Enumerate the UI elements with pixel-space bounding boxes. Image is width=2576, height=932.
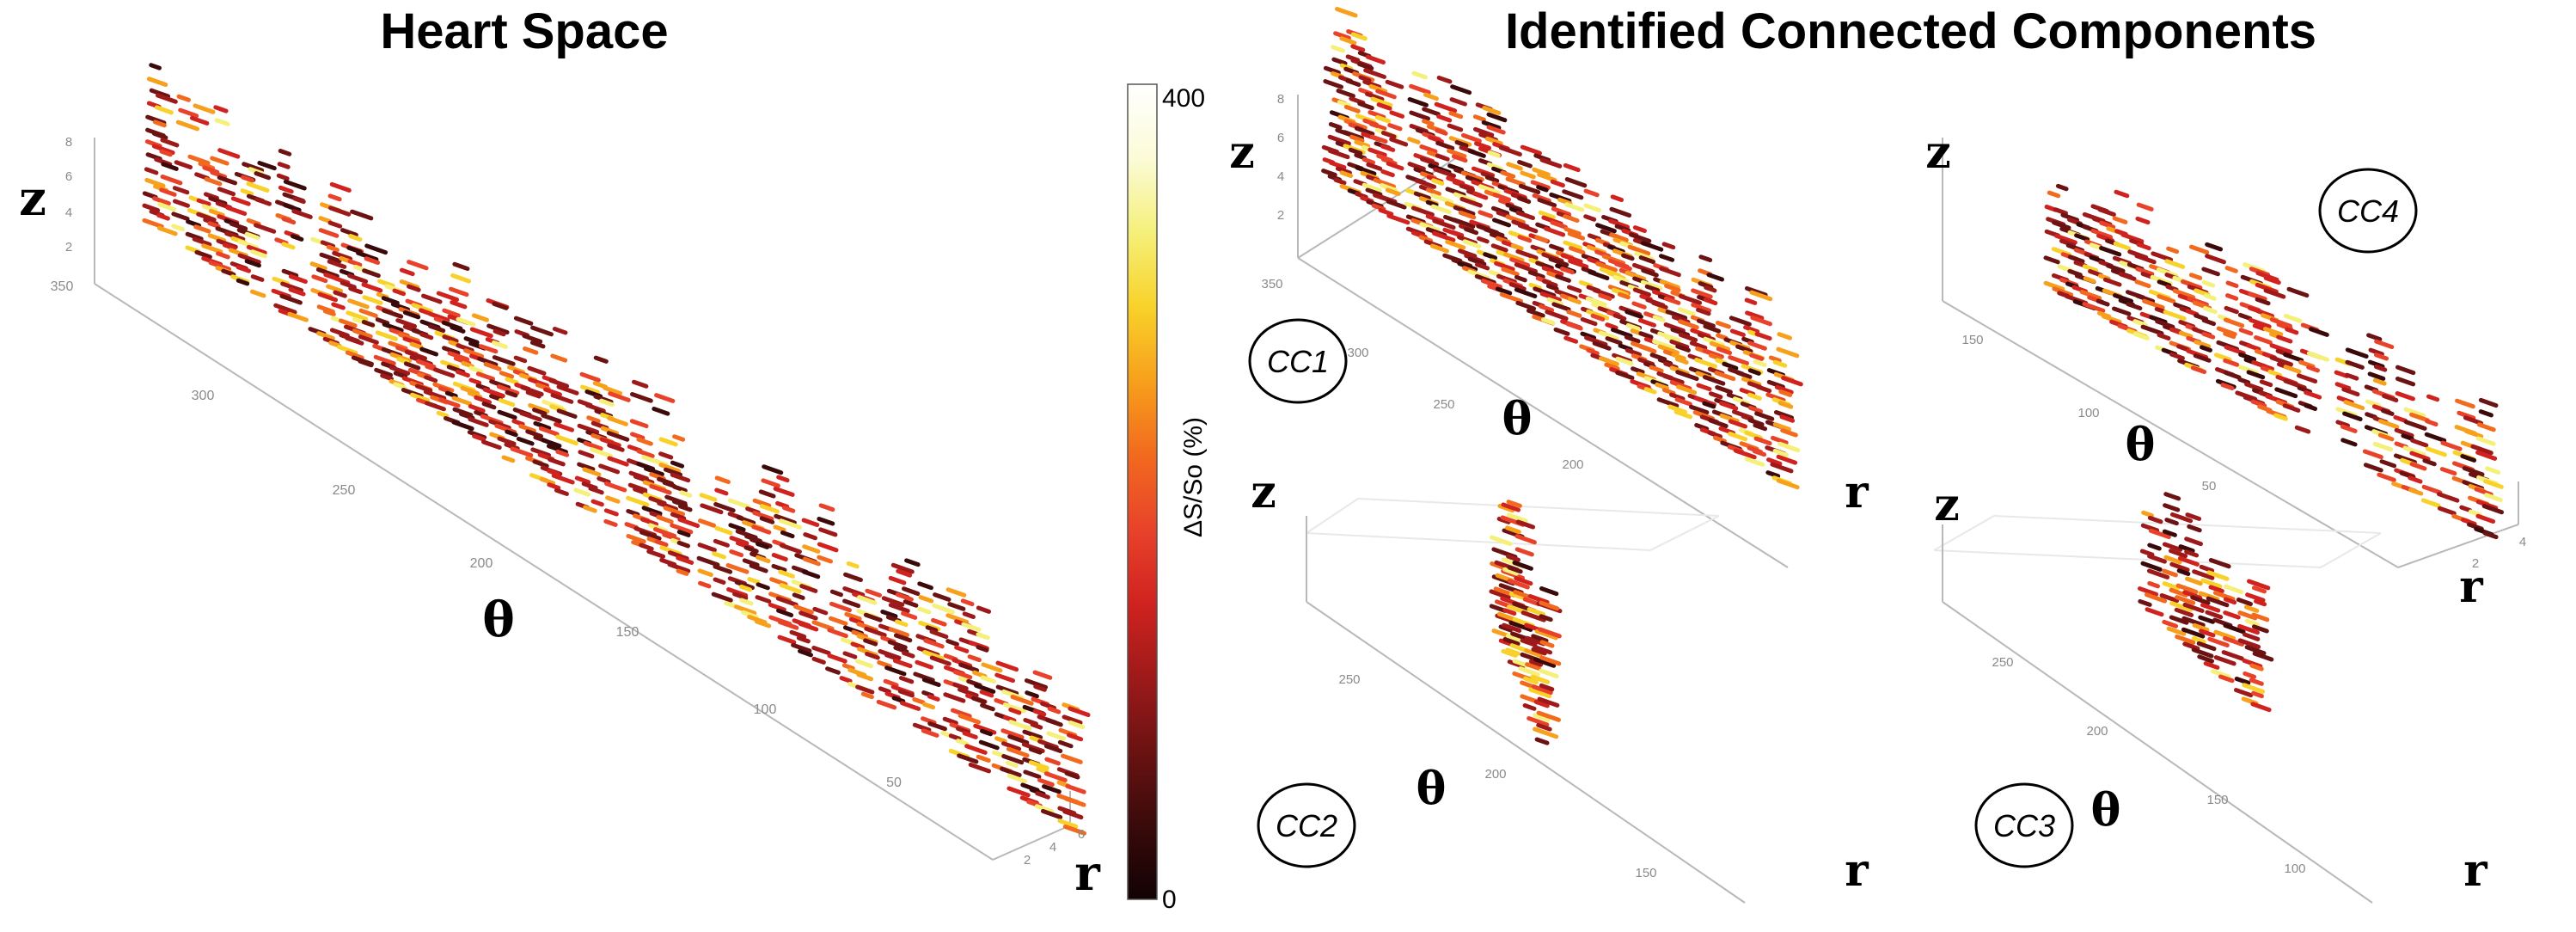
cc1-theta-tick-1: 300 <box>1347 346 1368 360</box>
cc4-voxels <box>2043 183 2505 540</box>
cc1-z-tick-0: 8 <box>1277 92 1284 107</box>
cc4-badge <box>2318 168 2418 254</box>
cc4-r-tick-0: 4 <box>2519 535 2526 549</box>
cc2-r-axis-label: r <box>1845 844 1869 897</box>
cc1-z-tick-3: 2 <box>1277 208 1284 223</box>
heart-space-theta-tick-3: 200 <box>470 556 493 571</box>
cc3-voxels <box>2137 492 2274 713</box>
heart-space-theta-tick-0: 350 <box>51 279 74 294</box>
cc2-theta-tick-2: 150 <box>1635 866 1656 880</box>
cc3-grid <box>1933 515 2382 568</box>
cc4-z-axis-label: z <box>1925 126 1951 179</box>
heart-space-z-axis-label: z <box>19 170 46 227</box>
heart-space-theta-axis-label: θ <box>482 592 514 648</box>
heart-space-z-tick-1: 6 <box>65 169 72 184</box>
cc3-theta-axis-label: θ <box>2091 784 2121 837</box>
cc2-voxels <box>1489 500 1563 745</box>
cc4-r-tick-1: 2 <box>2472 556 2479 571</box>
cc3-theta-tick-0: 250 <box>1992 655 2013 670</box>
cc1-z-tick-1: 6 <box>1277 131 1284 145</box>
colorbar-max-label: 400 <box>1162 84 1205 113</box>
heart-space-axes <box>94 138 1071 861</box>
cc1-plot: 350 300 250 200 8 6 4 2 z θ r CC1 <box>1229 6 1869 568</box>
cc1-theta-tick-3: 200 <box>1562 457 1583 472</box>
heart-space-voxels <box>142 63 1091 836</box>
title-connected-components: Identified Connected Components <box>1505 3 2316 59</box>
heart-space-theta-tick-6: 50 <box>886 776 902 790</box>
cc2-grid <box>1306 498 1720 551</box>
cc1-z-axis-label: z <box>1229 126 1255 179</box>
cc1-z-tick-2: 4 <box>1277 169 1284 184</box>
cc2-badge <box>1257 782 1356 868</box>
cc4-theta-tick-2: 50 <box>2202 479 2217 494</box>
colorbar: 400 0 ΔS/So (%) <box>1127 83 1208 914</box>
cc1-badge-label: CC1 <box>1267 344 1329 379</box>
heart-space-r-axis-label: r <box>1074 845 1101 902</box>
cc3-axes <box>1942 524 2373 904</box>
cc4-plot: 150 100 50 4 2 z θ r CC4 <box>1925 126 2526 613</box>
cc3-theta-tick-1: 200 <box>2086 724 2108 739</box>
cc2-axes <box>1306 516 1746 904</box>
colorbar-scale <box>1127 83 1158 900</box>
cc1-theta-tick-0: 350 <box>1261 277 1282 291</box>
heart-space-theta-tick-5: 100 <box>754 702 777 717</box>
heart-space-r-tick-2: 2 <box>1024 853 1031 868</box>
cc3-badge-label: CC3 <box>1993 808 2055 843</box>
heart-space-theta-tick-2: 250 <box>333 483 356 498</box>
cc2-plot: 250 200 150 z θ r CC2 <box>1251 466 1869 904</box>
cc1-theta-tick-2: 250 <box>1433 397 1454 412</box>
cc1-voxels <box>1321 6 1803 490</box>
cc2-theta-tick-1: 200 <box>1484 767 1506 782</box>
cc4-theta-tick-1: 100 <box>2077 406 2099 420</box>
title-heart-space: Heart Space <box>380 3 668 59</box>
heart-space-plot: 350 300 250 200 150 100 50 8 6 4 2 6 4 2 z θ r <box>19 63 1101 902</box>
cc4-r-axis-label: r <box>2459 561 2483 613</box>
cc3-r-axis-label: r <box>2463 844 2487 897</box>
cc1-theta-axis-label: θ <box>1502 393 1533 445</box>
heart-space-z-tick-0: 8 <box>65 135 72 150</box>
cc1-badge <box>1248 318 1348 404</box>
heart-space-r-tick-1: 4 <box>1049 840 1056 855</box>
cc3-theta-tick-2: 150 <box>2206 793 2228 807</box>
cc2-theta-tick-0: 250 <box>1338 672 1360 687</box>
cc3-z-axis-label: z <box>1934 479 1960 531</box>
cc3-theta-tick-3: 100 <box>2284 861 2305 876</box>
colorbar-axis-label: ΔS/So (%) <box>1179 417 1208 537</box>
cc2-z-axis-label: z <box>1251 466 1276 518</box>
cc4-theta-tick-0: 150 <box>1961 333 1983 347</box>
cc2-badge-label: CC2 <box>1276 808 1337 843</box>
heart-space-z-tick-2: 4 <box>65 205 72 220</box>
heart-space-theta-tick-4: 150 <box>616 625 639 640</box>
heart-space-z-tick-3: 2 <box>65 240 72 254</box>
cc4-axes <box>1942 138 2519 568</box>
colorbar-min-label: 0 <box>1162 886 1177 914</box>
cc3-badge <box>1974 782 2074 868</box>
cc2-theta-axis-label: θ <box>1416 763 1447 815</box>
cc4-theta-axis-label: θ <box>2126 419 2156 471</box>
cc1-r-axis-label: r <box>1845 466 1869 518</box>
heart-space-theta-tick-1: 300 <box>192 389 215 403</box>
heart-space-r-tick-0: 6 <box>1078 827 1085 842</box>
cc4-badge-label: CC4 <box>2337 193 2399 229</box>
